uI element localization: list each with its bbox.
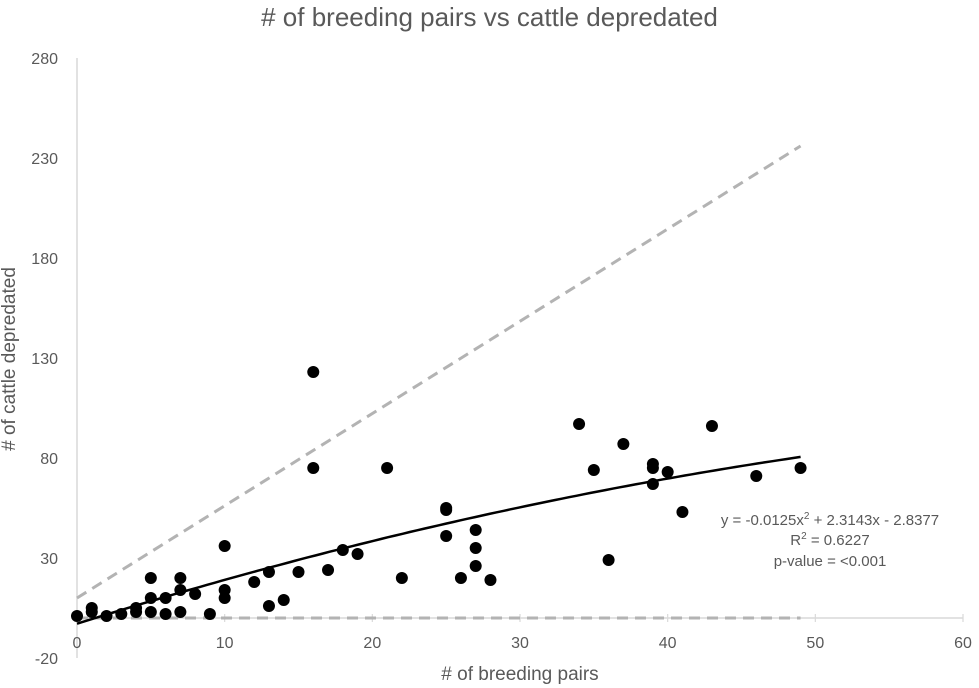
x-axis-label: # of breeding pairs — [441, 664, 599, 685]
y-tick-label: 180 — [31, 251, 58, 268]
data-point — [130, 606, 143, 618]
data-point — [292, 566, 305, 578]
data-point — [144, 592, 157, 604]
data-point — [395, 572, 408, 584]
x-tick-label: 10 — [216, 635, 234, 652]
data-point — [115, 608, 128, 620]
data-point — [174, 572, 187, 584]
x-tick-label: 40 — [659, 635, 677, 652]
data-point — [454, 572, 467, 584]
x-tick-label: 0 — [73, 635, 82, 652]
polynomial-trendline — [76, 455, 801, 625]
data-point — [100, 610, 113, 622]
data-point — [661, 466, 674, 478]
data-point — [144, 606, 157, 618]
data-point — [602, 554, 615, 566]
data-point — [440, 504, 453, 516]
data-point — [307, 462, 320, 474]
data-points — [71, 366, 807, 622]
data-point — [322, 564, 335, 576]
data-point — [218, 540, 231, 552]
r-squared-label: R2 = 0.6227 — [790, 531, 870, 549]
y-tick-label: 130 — [31, 351, 58, 368]
data-point — [262, 566, 275, 578]
y-tick-label: 280 — [31, 51, 58, 68]
data-point — [203, 608, 216, 620]
data-point — [144, 572, 157, 584]
y-tick-label: 80 — [40, 451, 58, 468]
x-tick-label: 30 — [511, 635, 529, 652]
data-point — [159, 592, 172, 604]
data-point — [646, 478, 659, 490]
tick-labels: 0 10 20 30 40 50 60 -20 30 80 130 180 230 280 — [31, 51, 972, 668]
data-point — [440, 530, 453, 542]
trendline-group — [76, 455, 801, 625]
data-point — [676, 506, 689, 518]
x-tick-label: 50 — [806, 635, 824, 652]
data-point — [573, 418, 586, 430]
data-point — [469, 560, 482, 572]
data-point — [174, 606, 187, 618]
y-tick-label: -20 — [35, 651, 58, 668]
data-point — [336, 544, 349, 556]
data-point — [277, 594, 290, 606]
data-point — [750, 470, 763, 482]
data-point — [794, 462, 807, 474]
y-tick-label: 230 — [31, 151, 58, 168]
prediction-bands — [76, 144, 802, 620]
data-point — [469, 524, 482, 536]
data-point — [351, 548, 364, 560]
data-point — [159, 608, 172, 620]
data-point — [484, 574, 497, 586]
data-point — [705, 420, 718, 432]
p-value-label: p-value = <0.001 — [773, 553, 887, 570]
data-point — [587, 464, 600, 476]
upper-prediction-band — [76, 144, 802, 600]
data-point — [71, 610, 83, 622]
data-point — [469, 542, 482, 554]
x-tick-label: 60 — [954, 635, 972, 652]
data-point — [381, 462, 394, 474]
data-point — [646, 462, 659, 474]
x-tick-label: 20 — [363, 635, 381, 652]
y-axis-label: # of cattle depredated — [0, 267, 20, 451]
data-point — [174, 584, 187, 596]
data-point — [85, 606, 98, 618]
y-tick-label: 30 — [40, 551, 58, 568]
data-point — [189, 588, 202, 600]
data-point — [307, 366, 320, 378]
data-point — [248, 576, 261, 588]
regression-equation: y = -0.0125x2 + 2.3143x - 2.8377 — [720, 511, 940, 529]
data-point — [262, 600, 275, 612]
data-point — [617, 438, 630, 450]
data-point — [218, 592, 231, 604]
chart-title: # of breeding pairs vs cattle depredated — [261, 2, 718, 32]
